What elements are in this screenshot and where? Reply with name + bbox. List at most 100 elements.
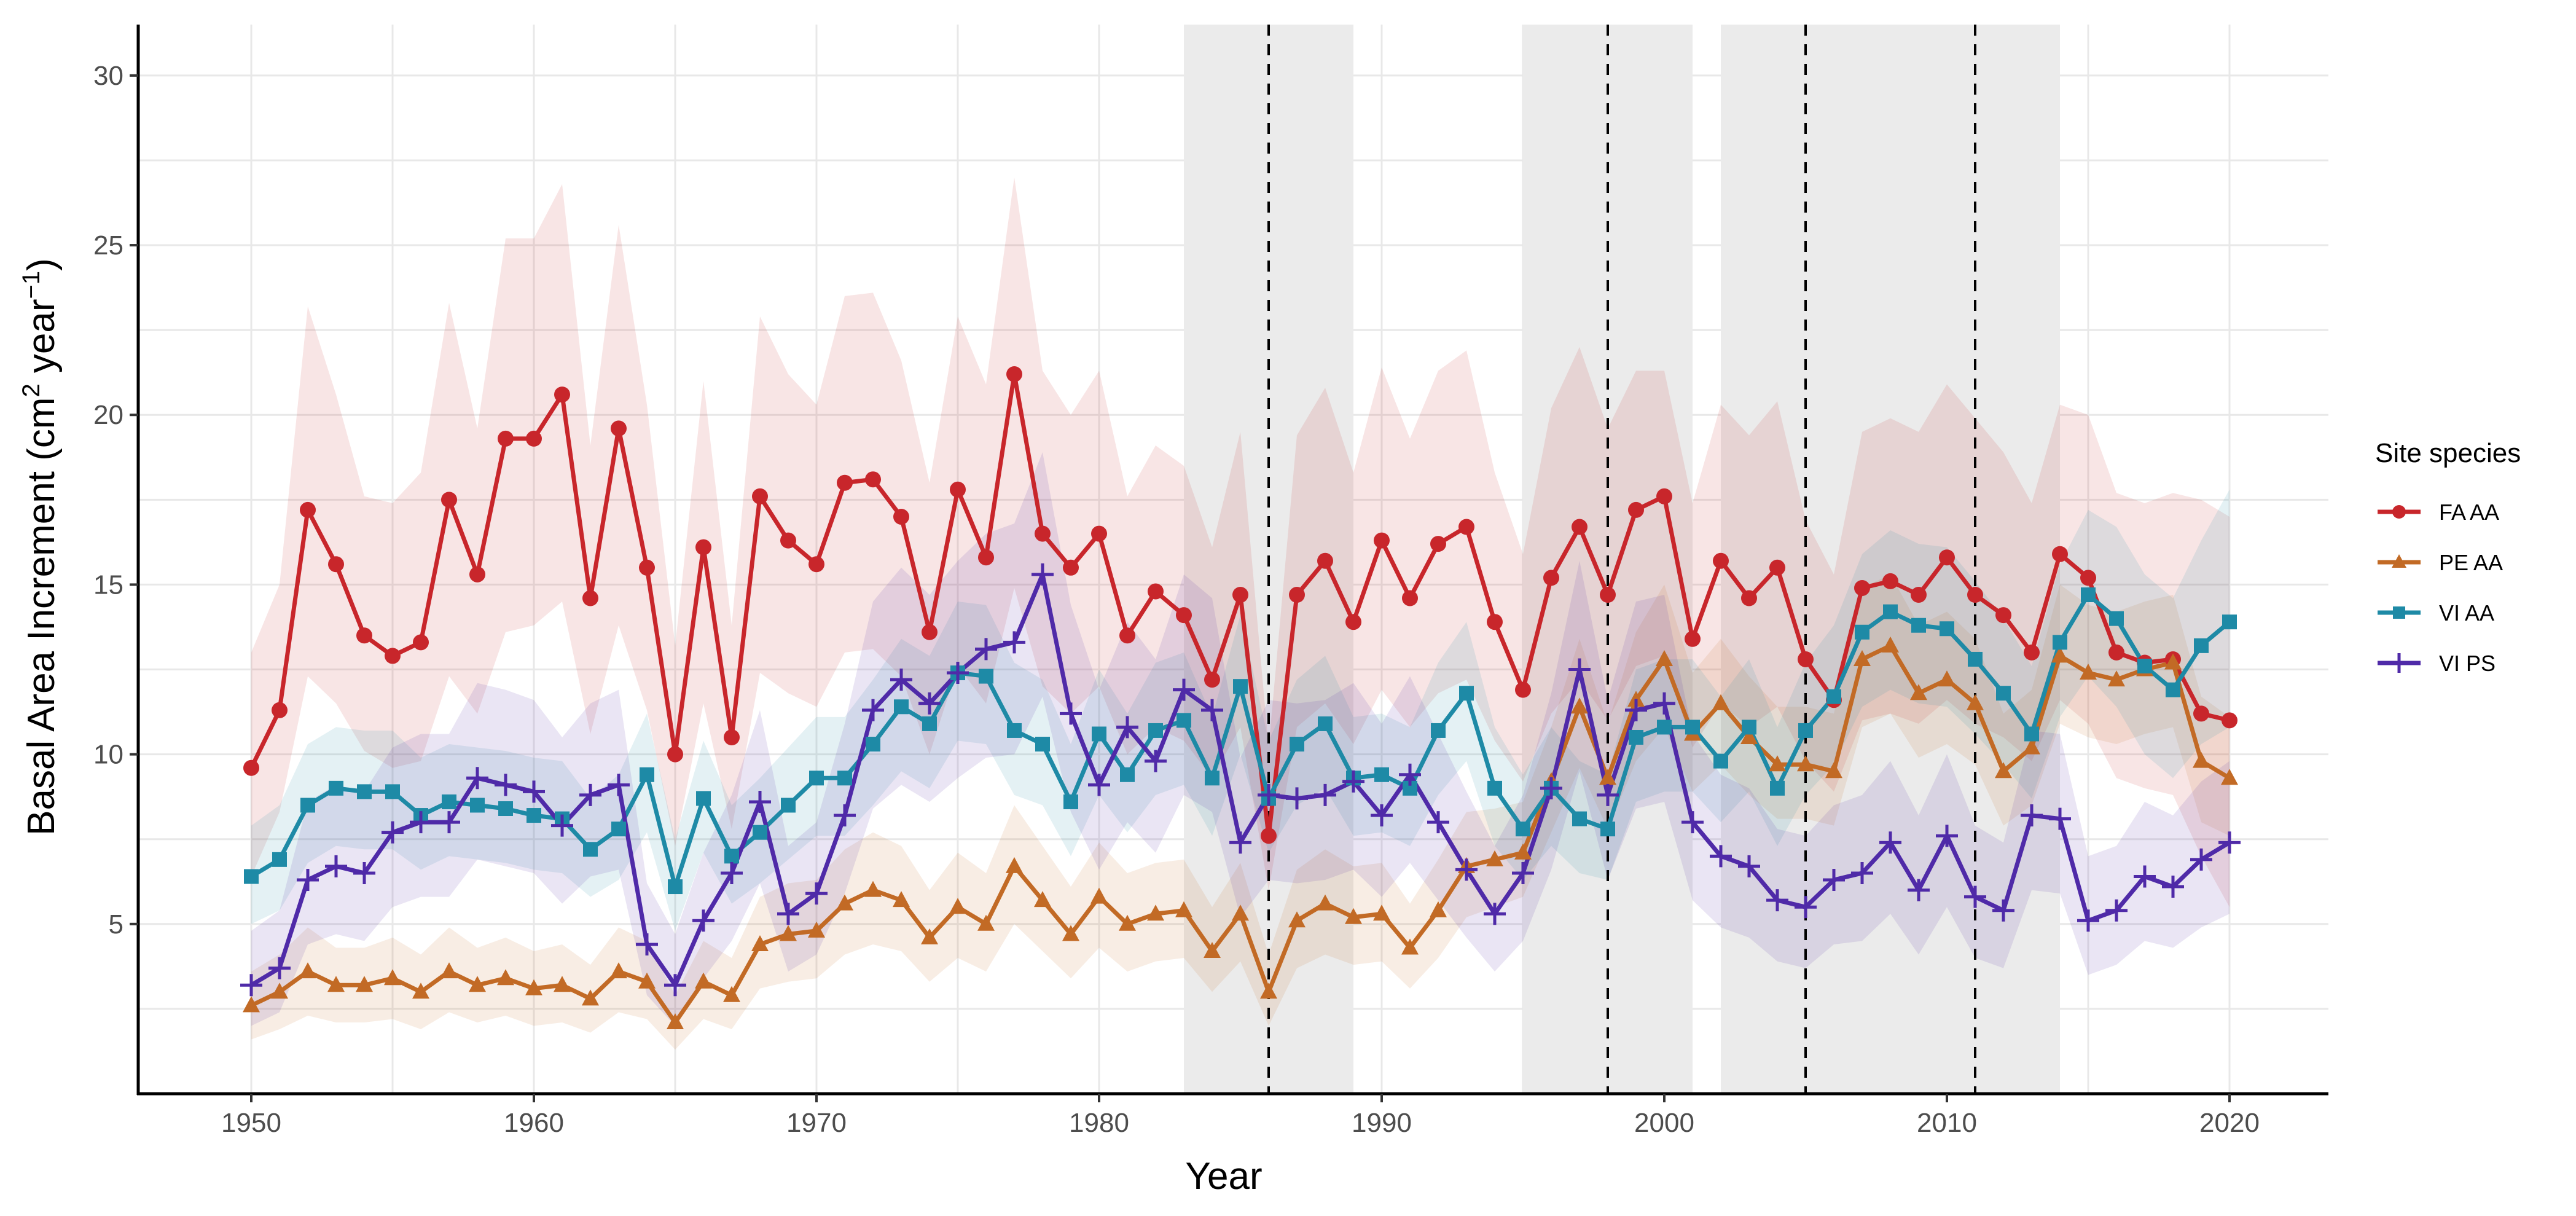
data-point-pe-aa — [723, 986, 740, 1002]
data-point-fa-aa — [922, 624, 938, 640]
data-point-pe-aa — [1288, 911, 1306, 928]
data-point-fa-aa — [1430, 536, 1446, 552]
data-point-vi-ps — [382, 821, 404, 844]
data-point-pe-aa — [864, 881, 882, 897]
confidence-band-vi-aa — [251, 489, 2230, 931]
legend-title: Site species — [2375, 438, 2521, 468]
data-point-fa-aa — [1911, 587, 1927, 603]
data-point-pe-aa — [356, 976, 373, 992]
data-point-vi-aa — [1742, 720, 1756, 735]
data-point-vi-aa — [2053, 635, 2067, 650]
data-point-pe-aa — [836, 894, 853, 911]
data-point-vi-ps — [1908, 879, 1930, 901]
data-point-vi-ps — [1003, 631, 1025, 654]
data-point-fa-aa — [950, 481, 966, 498]
data-point-fa-aa — [1854, 579, 1870, 596]
data-point-fa-aa — [639, 559, 655, 576]
data-point-vi-aa — [385, 784, 400, 799]
data-point-vi-aa — [2194, 638, 2209, 653]
data-point-pe-aa — [808, 921, 825, 938]
data-point-fa-aa — [441, 492, 457, 508]
data-point-vi-ps — [240, 974, 262, 997]
data-point-vi-ps — [1484, 903, 1506, 925]
data-point-vi-ps — [636, 933, 658, 955]
data-point-vi-aa — [979, 669, 993, 684]
data-point-vi-ps — [466, 767, 488, 790]
data-point-pe-aa — [243, 996, 260, 1013]
data-point-fa-aa — [611, 420, 627, 437]
data-point-fa-aa — [1374, 532, 1390, 549]
data-point-vi-ps — [664, 974, 686, 997]
data-point-pe-aa — [921, 928, 938, 944]
data-point-vi-ps — [918, 692, 941, 715]
data-point-vi-ps — [297, 869, 319, 891]
data-point-pe-aa — [1910, 684, 1927, 700]
data-point-vi-ps — [1851, 861, 1873, 884]
legend-key-marker-vi-ps — [2389, 653, 2409, 673]
event-year-lines — [1267, 25, 1976, 1094]
data-point-pe-aa — [1967, 694, 1984, 710]
data-point-pe-aa — [497, 969, 514, 986]
data-point-vi-ps — [1936, 825, 1958, 847]
data-point-vi-aa — [611, 822, 626, 837]
data-point-fa-aa — [2024, 644, 2040, 661]
data-point-pe-aa — [1119, 914, 1136, 931]
data-point-vi-aa — [753, 825, 767, 840]
data-point-vi-aa — [1487, 780, 1502, 796]
data-point-vi-ps — [749, 790, 771, 813]
data-point-fa-aa — [1119, 627, 1135, 644]
data-point-fa-aa — [724, 729, 740, 745]
data-point-fa-aa — [752, 488, 768, 504]
data-point-vi-aa — [442, 794, 456, 809]
data-point-fa-aa — [2193, 705, 2209, 722]
data-point-vi-aa — [866, 737, 880, 752]
data-point-vi-aa — [1431, 723, 1446, 738]
data-point-vi-ps — [1088, 774, 1110, 796]
data-point-vi-aa — [1007, 723, 1022, 738]
data-point-pe-aa — [412, 983, 429, 999]
data-point-pe-aa — [1854, 649, 1871, 666]
data-point-fa-aa — [1035, 525, 1051, 542]
data-point-pe-aa — [780, 925, 797, 941]
data-point-fa-aa — [1345, 614, 1361, 630]
data-point-vi-ps — [2162, 876, 2184, 898]
data-point-vi-ps — [2105, 899, 2128, 922]
y-tick-label: 30 — [93, 61, 123, 91]
data-point-fa-aa — [667, 746, 683, 763]
legend: Site species FA AA PE AA VI AA VI PS — [2375, 438, 2521, 676]
data-point-vi-ps — [1766, 889, 1788, 912]
data-point-vi-ps — [1710, 845, 1732, 868]
data-point-pe-aa — [1938, 670, 1955, 687]
data-point-fa-aa — [780, 532, 796, 549]
data-point-vi-aa — [357, 784, 372, 799]
y-axis-title-main: Basal Area Increment (cm — [20, 398, 63, 836]
data-point-vi-aa — [2109, 611, 2124, 626]
data-point-fa-aa — [893, 508, 909, 525]
data-point-vi-aa — [2137, 659, 2152, 673]
data-point-vi-aa — [2222, 614, 2237, 630]
data-point-vi-aa — [1883, 604, 1898, 619]
data-point-vi-ps — [1455, 858, 1478, 881]
y-axis-title-sup2: −1 — [18, 271, 45, 299]
data-point-vi-aa — [470, 798, 485, 813]
y-tick-label: 5 — [109, 909, 123, 939]
series-points — [240, 366, 2241, 1029]
data-point-vi-aa — [1318, 716, 1333, 731]
legend-label-vi-aa: VI AA — [2439, 600, 2494, 626]
data-point-vi-ps — [1964, 885, 1986, 908]
data-point-vi-aa — [1770, 780, 1785, 796]
data-point-fa-aa — [1091, 525, 1107, 542]
data-point-vi-aa — [527, 808, 541, 823]
data-point-vi-ps — [579, 783, 601, 806]
data-point-fa-aa — [328, 556, 344, 573]
axes: 1950 1960 1970 1980 1990 2000 2010 2020 5 10 15 20 2… — [93, 25, 2328, 1138]
data-point-vi-aa — [1459, 686, 1474, 701]
data-point-vi-ps — [975, 638, 997, 661]
data-point-fa-aa — [837, 474, 853, 491]
data-point-vi-aa — [809, 771, 824, 786]
data-point-vi-ps — [2218, 831, 2241, 854]
data-point-fa-aa — [1628, 501, 1644, 518]
data-point-pe-aa — [2108, 670, 2125, 687]
data-point-vi-aa — [1826, 689, 1841, 704]
data-point-pe-aa — [2080, 664, 2097, 680]
